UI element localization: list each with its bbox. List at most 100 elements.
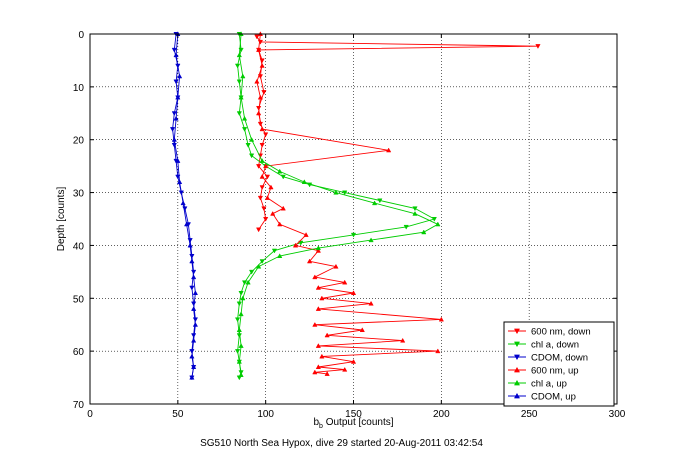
x-tick-label: 200 <box>433 409 450 420</box>
y-tick-label: 30 <box>73 189 85 200</box>
data-point <box>256 263 262 269</box>
legend-label: CDOM, down <box>531 353 588 364</box>
legend-item: 600 nm, down <box>508 327 591 338</box>
data-point <box>234 317 241 323</box>
data-point <box>236 52 242 58</box>
data-point <box>236 111 242 117</box>
data-point <box>238 372 244 377</box>
data-point <box>238 290 244 296</box>
x-tick-label: 50 <box>172 409 184 420</box>
data-point <box>238 94 244 100</box>
legend-label: CDOM, up <box>531 392 576 403</box>
data-point <box>438 316 444 322</box>
data-point <box>238 311 244 317</box>
data-point <box>412 206 418 212</box>
ticks: 0 50 100 150 200 250 300 0 10 20 30 40 50 60 70 <box>73 30 626 420</box>
data-point <box>234 63 241 69</box>
data-point <box>324 371 330 376</box>
data-point <box>175 94 181 100</box>
data-point <box>245 142 251 148</box>
data-point <box>192 290 199 296</box>
series-line <box>173 33 196 378</box>
data-point <box>315 364 321 370</box>
y-tick-label: 20 <box>73 136 85 147</box>
data-point <box>403 224 409 230</box>
y-tick-label: 0 <box>78 30 84 41</box>
data-point <box>236 358 242 364</box>
data-point <box>176 73 183 79</box>
data-point <box>169 127 176 132</box>
data-point <box>350 232 357 238</box>
data-point <box>368 237 374 243</box>
x-tick-label: 300 <box>609 409 626 420</box>
data-point <box>175 158 181 163</box>
data-point <box>359 327 365 333</box>
legend-label: 600 nm, up <box>531 366 579 377</box>
data-point <box>342 279 348 285</box>
data-point <box>342 366 348 372</box>
data-point <box>319 295 325 301</box>
data-point <box>312 369 318 375</box>
data-point <box>259 185 265 191</box>
y-tick-label: 50 <box>73 294 85 305</box>
data-point <box>535 44 541 49</box>
data-point <box>245 279 251 285</box>
data-point <box>259 62 265 68</box>
y-tick-label: 40 <box>73 241 85 252</box>
data-point <box>513 379 521 386</box>
data-point <box>270 210 276 216</box>
data-point <box>280 205 286 211</box>
legend-label: chl a, up <box>531 379 567 390</box>
data-point <box>368 300 374 306</box>
data-point <box>268 184 274 190</box>
data-point <box>187 242 193 248</box>
data-point <box>189 374 195 380</box>
data-point <box>377 198 383 204</box>
legend-item: chl a, down <box>508 340 579 351</box>
data-point <box>259 158 265 163</box>
data-point <box>256 227 262 233</box>
y-axis-label: Depth [counts] <box>56 187 67 252</box>
data-point <box>189 285 195 291</box>
x-tick-label: 150 <box>345 409 362 420</box>
x-tick-label: 250 <box>521 409 538 420</box>
y-tick-label: 10 <box>73 83 85 94</box>
data-point <box>173 115 179 121</box>
data-point <box>261 90 267 95</box>
data-point <box>236 79 242 85</box>
legend-item: CDOM, up <box>508 392 576 403</box>
data-point <box>248 269 255 275</box>
x-tick-label: 100 <box>257 409 274 420</box>
data-point <box>173 79 179 85</box>
series-chl-a-up <box>236 31 441 377</box>
data-point <box>298 240 304 246</box>
data-point <box>240 73 246 79</box>
x-axis-label-subscript: b <box>319 423 323 430</box>
data-point <box>277 168 283 174</box>
data-point <box>171 111 177 117</box>
data-point <box>191 306 197 311</box>
data-point <box>333 189 339 195</box>
data-point <box>192 321 199 327</box>
data-point <box>435 221 441 227</box>
data-point <box>234 349 241 354</box>
series-cdom-up <box>171 31 199 380</box>
data-point <box>171 136 177 142</box>
data-point <box>303 232 309 237</box>
data-point <box>513 354 521 361</box>
data-point <box>191 333 197 339</box>
data-point <box>176 179 183 185</box>
data-point <box>371 200 378 206</box>
data-point <box>238 343 244 348</box>
data-point <box>191 364 197 370</box>
data-point <box>173 52 179 58</box>
data-point <box>263 132 269 138</box>
data-point <box>236 327 242 333</box>
data-point <box>513 392 521 399</box>
data-point <box>189 353 195 359</box>
data-point <box>259 126 265 132</box>
legend-box <box>503 321 615 407</box>
data-point <box>513 328 521 335</box>
